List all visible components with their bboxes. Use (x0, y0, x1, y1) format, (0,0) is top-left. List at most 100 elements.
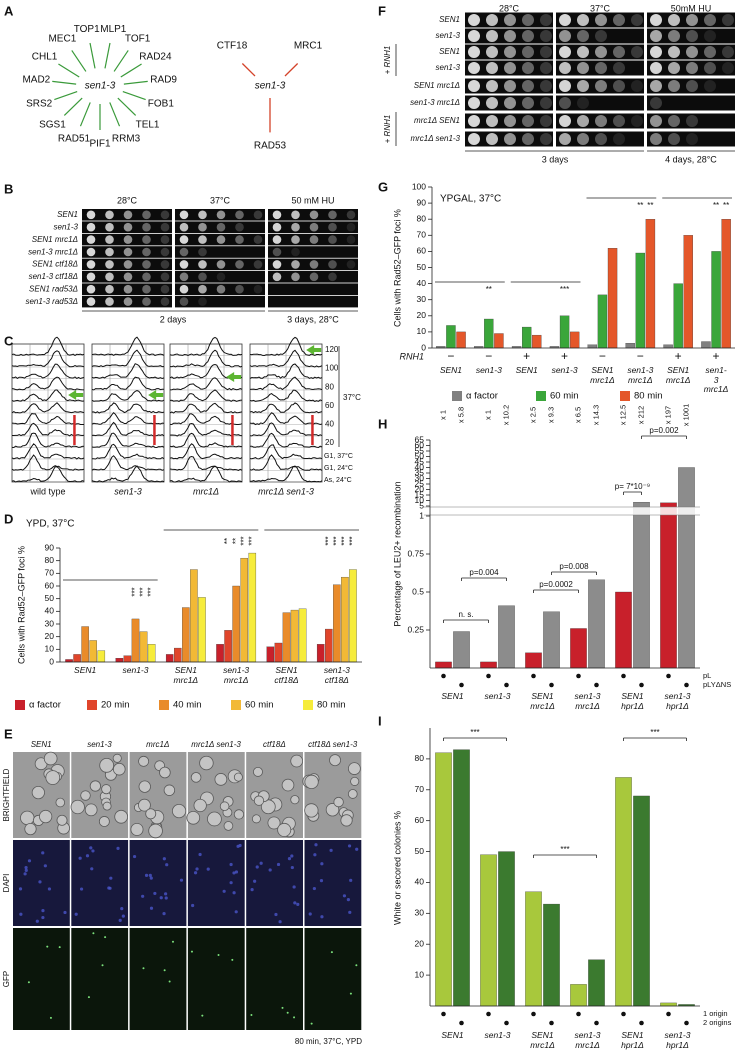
bar (446, 325, 456, 349)
bar (645, 219, 656, 349)
nucleus (347, 844, 352, 848)
y-tick-label: 35 (415, 467, 425, 477)
gene-label: SGS1 (39, 119, 66, 130)
legend-swatch (536, 391, 546, 401)
bar (316, 644, 325, 663)
significance-label: ** (223, 538, 232, 544)
colony-spot (668, 46, 680, 58)
nucleus (355, 847, 359, 851)
nucleus (259, 861, 263, 865)
nucleus (292, 885, 296, 889)
colony-spot (668, 80, 680, 92)
colony-spot (522, 97, 534, 109)
x-tick-label: SEN1 (515, 365, 538, 375)
colony-spot (235, 222, 244, 232)
significance-label: n. s. (458, 610, 473, 619)
nucleus (195, 867, 199, 871)
colony-spot (631, 46, 643, 58)
colony-spot (486, 97, 498, 109)
y-tick-label: 10 (415, 969, 425, 979)
gene-label: SRS2 (26, 99, 53, 110)
row-header: RNH1 (399, 351, 424, 361)
focus (163, 969, 166, 972)
histogram-trace (249, 402, 323, 414)
cell (277, 822, 292, 837)
colony-spot (486, 133, 498, 145)
panel-letter: C (4, 333, 14, 348)
colony-spot (504, 80, 516, 92)
colony-spot (346, 260, 356, 269)
interaction-edge (120, 63, 142, 78)
nucleus (346, 898, 350, 902)
nucleus (234, 910, 238, 914)
gene-label: CHL1 (32, 52, 58, 63)
plate-image (175, 246, 265, 258)
colony-spot (123, 247, 133, 257)
histogram-trace (11, 454, 85, 471)
significance-label: *** (131, 587, 140, 596)
gene-label: MLP1 (100, 24, 127, 35)
colony-spot (595, 80, 607, 92)
bar (635, 252, 646, 349)
x-tick-label: sen1-3 mrc1Δ (574, 691, 601, 711)
colony-spot (105, 222, 114, 232)
reference-label: As, 24°C (324, 476, 352, 484)
cell (325, 803, 340, 817)
colony-spot (504, 30, 516, 42)
cell (101, 784, 112, 795)
channel-label: GFP (2, 971, 11, 987)
gene-label: RAD51 (58, 134, 91, 145)
condition-dot (621, 673, 626, 679)
colony-spot (160, 235, 170, 244)
bar (290, 609, 299, 663)
colony-spot (160, 297, 170, 306)
colony-spot (559, 30, 571, 42)
colony-spot (486, 80, 498, 92)
micrograph (187, 928, 245, 1030)
colony-spot (105, 210, 114, 220)
colony-spot (486, 14, 498, 26)
cell (290, 795, 300, 805)
colony-spot (468, 97, 480, 109)
colony-spot (123, 222, 133, 232)
fold-label: x 5.8 (456, 407, 465, 423)
colony-spot (86, 297, 96, 306)
bar (525, 652, 542, 669)
bar (165, 654, 174, 663)
cell (70, 799, 85, 815)
interaction-edge (89, 42, 96, 69)
colony-spot (650, 97, 662, 109)
histogram-trace (11, 432, 85, 449)
legend-label: 40 min (173, 700, 202, 711)
hub-label: sen1-3 (255, 81, 286, 92)
y-tick-label: 20 (417, 310, 427, 320)
strain-label: SEN1 mrc1Δ (32, 235, 78, 244)
colony-spot (595, 14, 607, 26)
colony-spot (142, 284, 151, 294)
colony-spot (253, 260, 263, 269)
colony-spot (686, 115, 698, 127)
colony-spot (686, 133, 698, 145)
cell (290, 754, 304, 768)
nucleus (238, 843, 242, 848)
bar (453, 631, 470, 669)
nucleus (118, 918, 122, 922)
colony-spot (468, 62, 480, 74)
colony-spot (468, 46, 480, 58)
y-tick-label: 0.5 (412, 586, 424, 596)
colony-spot (160, 247, 170, 257)
focus (168, 980, 171, 983)
colony-spot (540, 62, 552, 74)
plate-image (175, 221, 265, 233)
nucleus (43, 864, 47, 868)
plate-image (268, 295, 358, 308)
colony-spot (504, 115, 516, 127)
colony-spot (522, 133, 534, 145)
nucleus (38, 880, 42, 884)
colony-spot (468, 30, 480, 42)
condition-dot (639, 1020, 644, 1026)
colony-spot (686, 46, 698, 58)
bar (587, 344, 598, 349)
bar (615, 591, 632, 669)
condition-dot (459, 1020, 464, 1026)
